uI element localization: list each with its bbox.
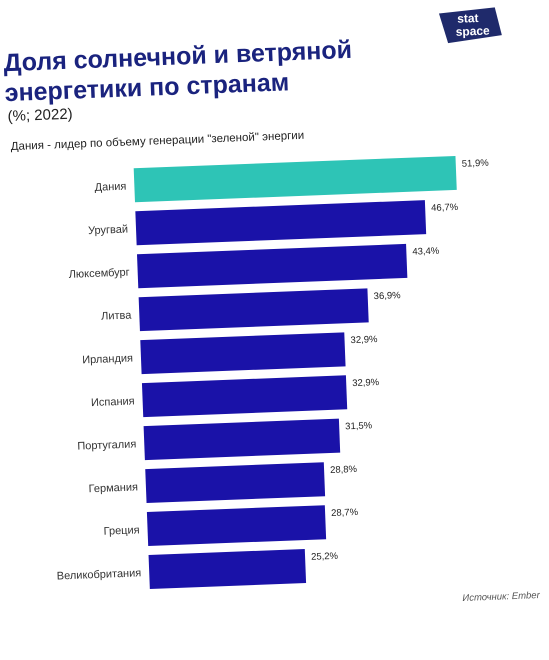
value-label-4: 32,9%: [350, 334, 378, 346]
value-label-8: 28,7%: [331, 507, 359, 519]
value-label-1: 46,7%: [431, 202, 459, 214]
value-label-0: 51,9%: [462, 158, 490, 170]
value-label-9: 25,2%: [311, 551, 339, 563]
logo-shape: [438, 7, 502, 44]
category-label-2: Люксембург: [68, 267, 129, 281]
category-label-3: Литва: [101, 309, 133, 322]
category-label-6: Португалия: [77, 438, 136, 452]
bar-2: [136, 243, 408, 289]
bar-0: [133, 155, 457, 203]
category-label-4: Ирландия: [82, 352, 133, 366]
statspace-logo: stat space: [438, 7, 502, 44]
bar-4: [140, 332, 346, 375]
value-label-6: 31,5%: [345, 420, 373, 432]
bar-6: [143, 418, 341, 461]
category-label-9: Великобритания: [57, 567, 142, 582]
value-label-5: 32,9%: [352, 377, 380, 389]
bar-7: [145, 462, 326, 504]
bar-5: [141, 375, 348, 418]
value-label-3: 36,9%: [374, 290, 402, 302]
category-label-5: Испания: [91, 395, 135, 409]
category-label-7: Германия: [88, 481, 138, 495]
logo-text-bottom: space: [455, 24, 490, 39]
bar-8: [146, 505, 327, 547]
bar-9: [148, 549, 307, 589]
category-label-0: Дания: [94, 181, 126, 194]
value-label-2: 43,4%: [412, 246, 440, 258]
bar-1: [135, 200, 427, 246]
category-label-1: Уругвай: [88, 224, 128, 238]
bar-3: [138, 288, 369, 332]
logo-text-top: stat: [457, 11, 479, 26]
value-label-7: 28,8%: [330, 464, 358, 476]
category-label-8: Греция: [103, 524, 139, 537]
